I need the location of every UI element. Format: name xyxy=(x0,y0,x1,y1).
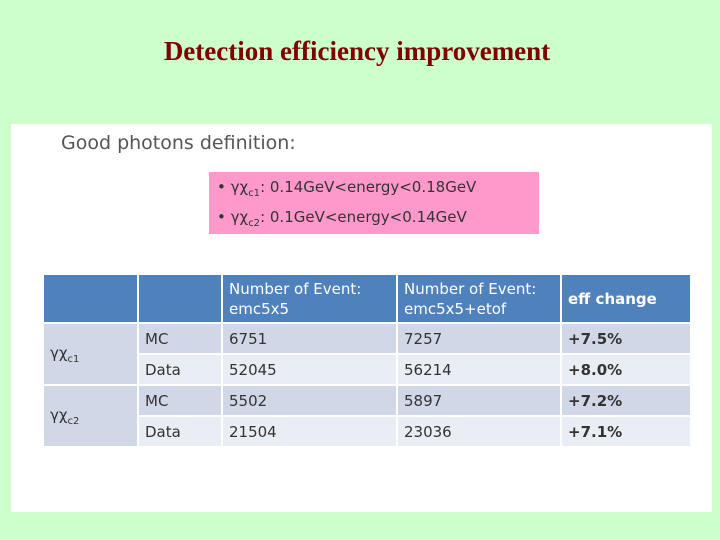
process-subscript: c1 xyxy=(248,188,261,199)
process-subscript: c2 xyxy=(248,218,261,229)
table-header-row: Number of Event: emc5x5 Number of Event:… xyxy=(42,273,692,324)
photon-criteria-box: • γχc1: 0.14GeV<energy<0.18GeV • γχc2: 0… xyxy=(209,172,539,234)
sample-cell: MC xyxy=(137,384,223,417)
process-symbol: γχ xyxy=(230,208,249,226)
emc-etof-count-cell: 5897 xyxy=(396,384,562,417)
table-row: γχc2 MC 5502 5897 +7.2% xyxy=(42,384,692,448)
energy-range: : 0.1GeV<energy<0.14GeV xyxy=(260,208,467,226)
sample-cell: MC xyxy=(137,322,223,355)
emc-count-cell: 5502 xyxy=(221,384,398,417)
table-row: Data 21504 23036 +7.1% xyxy=(43,415,692,448)
bullet-mark: • xyxy=(217,208,226,226)
sample-cell: Data xyxy=(137,415,223,448)
slide-title: Detection efficiency improvement xyxy=(163,36,551,66)
emc-etof-count-cell: 56214 xyxy=(396,353,562,386)
header-emc5x5-etof: Number of Event: emc5x5+etof xyxy=(396,273,562,324)
header-eff-change: eff change xyxy=(560,273,692,324)
sample-cell: Data xyxy=(137,353,223,386)
table-row: γχc1 MC 6751 7257 +7.5% xyxy=(42,322,692,386)
definition-heading: Good photons definition: xyxy=(61,132,296,154)
process-cell-chic1: γχc1 xyxy=(42,322,139,386)
eff-change-cell: +8.0% xyxy=(560,353,692,386)
content-panel: Good photons definition: • γχc1: 0.14GeV… xyxy=(11,124,712,512)
process-cell-chic2: γχc2 xyxy=(42,384,139,448)
energy-range: : 0.14GeV<energy<0.18GeV xyxy=(260,178,477,196)
criteria-item-chic2: • γχc2: 0.1GeV<energy<0.14GeV xyxy=(217,208,467,229)
emc-etof-count-cell: 7257 xyxy=(396,322,562,355)
emc-count-cell: 21504 xyxy=(221,415,398,448)
header-sample xyxy=(137,273,223,324)
emc-count-cell: 6751 xyxy=(221,322,398,355)
table-row: Data 52045 56214 +8.0% xyxy=(43,353,692,386)
bullet-mark: • xyxy=(217,178,226,196)
eff-change-cell: +7.5% xyxy=(560,322,692,355)
header-process xyxy=(42,273,139,324)
eff-change-cell: +7.1% xyxy=(560,415,692,448)
header-emc5x5: Number of Event: emc5x5 xyxy=(221,273,398,324)
emc-count-cell: 52045 xyxy=(221,353,398,386)
efficiency-table: Number of Event: emc5x5 Number of Event:… xyxy=(42,273,692,448)
eff-change-cell: +7.2% xyxy=(560,384,692,417)
process-symbol: γχ xyxy=(230,178,249,196)
criteria-item-chic1: • γχc1: 0.14GeV<energy<0.18GeV xyxy=(217,178,476,199)
emc-etof-count-cell: 23036 xyxy=(396,415,562,448)
